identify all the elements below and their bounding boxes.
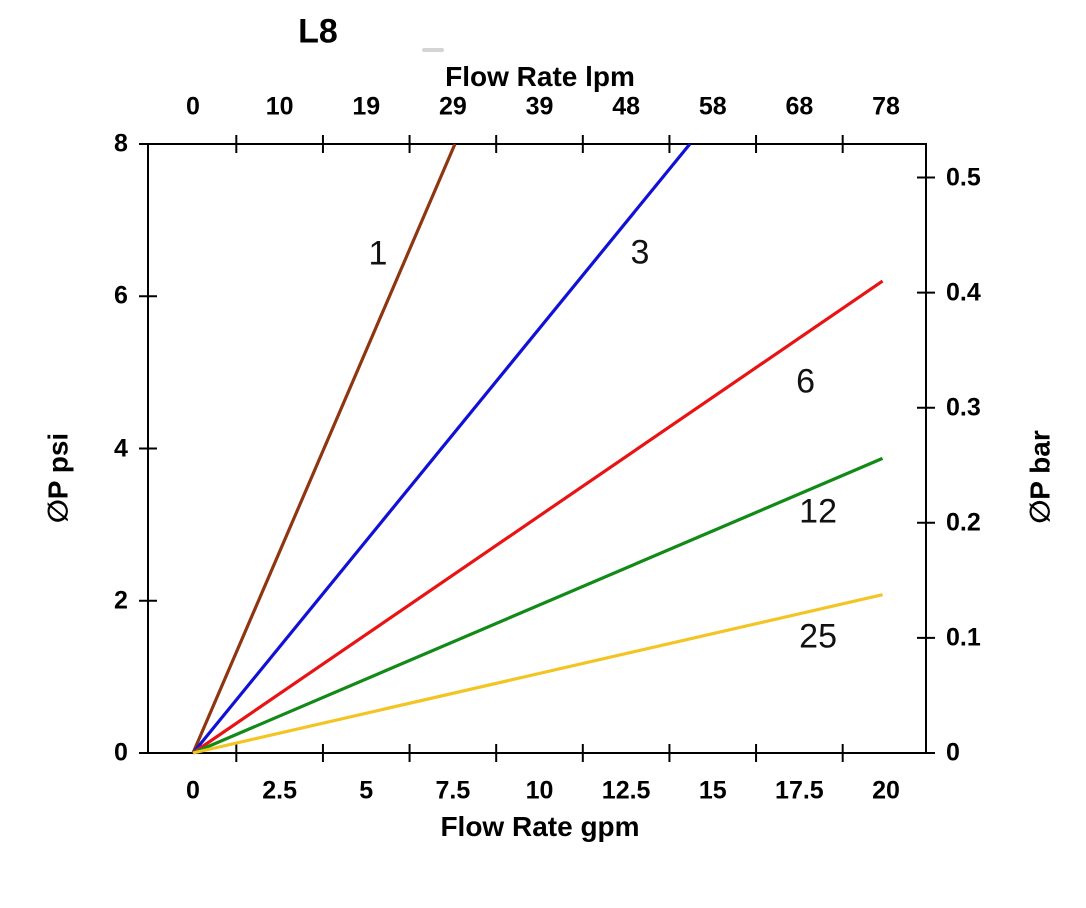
curve-line-1 (191, 143, 457, 754)
curve-label-6: 6 (796, 362, 816, 400)
curve-label-12: 12 (799, 492, 837, 531)
x-tick-label-top: 78 (872, 92, 900, 121)
curve-line-3 (191, 142, 692, 755)
x-tick-label-bottom: 12.5 (601, 776, 651, 805)
x-tick-label-top: 48 (612, 92, 641, 121)
y-tick-label-left: 6 (114, 281, 128, 310)
x-axis-bottom-title: Flow Rate gpm (440, 811, 640, 842)
x-axis-top-title: Flow Rate lpm (445, 61, 635, 92)
y-tick-label-right: 0.4 (946, 278, 981, 307)
stray-mark (422, 48, 444, 52)
y-tick-label-left: 0 (114, 738, 128, 767)
x-tick-label-top: 10 (265, 92, 294, 121)
y-axis-left-title: ∅P psi (42, 432, 74, 524)
y-tick-label-right: 0.2 (946, 508, 981, 537)
x-tick-label-top: 58 (698, 92, 727, 121)
x-tick-label-bottom: 2.5 (262, 776, 298, 805)
curve-line-25 (192, 593, 883, 755)
y-tick-label-right: 0.1 (946, 623, 981, 652)
curve-line-12 (192, 456, 884, 755)
y-tick-label-left: 4 (114, 434, 128, 462)
x-tick-label-top: 68 (785, 92, 814, 121)
curve-label-1: 1 (368, 234, 388, 273)
chart-title: L8 (298, 12, 338, 51)
x-tick-label-top: 19 (352, 92, 381, 121)
x-tick-label-bottom: 15 (698, 776, 727, 805)
curve-label-25: 25 (799, 617, 837, 656)
x-tick-label-top: 0 (186, 92, 200, 121)
x-tick-label-bottom: 17.5 (775, 776, 824, 805)
curve-label-3: 3 (630, 233, 650, 272)
x-tick-label-bottom: 10 (525, 776, 554, 805)
x-tick-label-bottom: 5 (359, 776, 374, 805)
y-tick-label-right: 0.3 (946, 393, 981, 422)
x-tick-label-top: 39 (525, 92, 554, 121)
x-tick-label-bottom: 0 (186, 776, 200, 805)
curve-line-6 (192, 279, 884, 755)
y-tick-label-left: 2 (114, 586, 128, 615)
y-tick-label-right: 0.5 (946, 163, 981, 191)
y-axis-right-title: ∅P bar (1024, 430, 1056, 524)
y-tick-label-left: 8 (114, 129, 128, 158)
x-tick-label-bottom: 7.5 (435, 776, 471, 805)
axis-frame (147, 143, 927, 754)
y-tick-label-right: 0 (946, 738, 960, 767)
x-tick-label-top: 29 (438, 92, 467, 121)
x-tick-label-bottom: 20 (872, 776, 900, 805)
